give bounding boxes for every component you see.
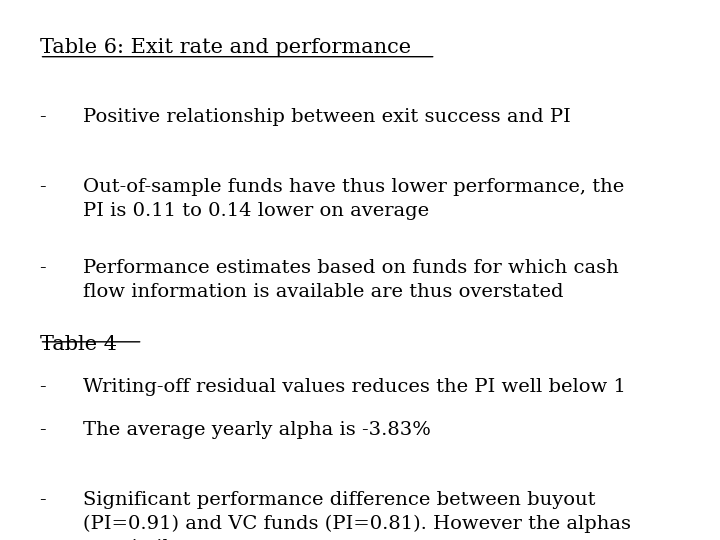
Text: Writing-off residual values reduces the PI well below 1: Writing-off residual values reduces the … bbox=[83, 378, 626, 396]
Text: Table 4: Table 4 bbox=[40, 335, 117, 354]
Text: The average yearly alpha is -3.83%: The average yearly alpha is -3.83% bbox=[83, 421, 431, 439]
Text: -: - bbox=[40, 421, 46, 439]
Text: -: - bbox=[40, 178, 46, 196]
Text: -: - bbox=[40, 491, 46, 509]
Text: Positive relationship between exit success and PI: Positive relationship between exit succe… bbox=[83, 108, 570, 126]
Text: Out-of-sample funds have thus lower performance, the
PI is 0.11 to 0.14 lower on: Out-of-sample funds have thus lower perf… bbox=[83, 178, 624, 220]
Text: Table 6: Exit rate and performance: Table 6: Exit rate and performance bbox=[40, 38, 410, 57]
Text: Performance estimates based on funds for which cash
flow information is availabl: Performance estimates based on funds for… bbox=[83, 259, 618, 301]
Text: -: - bbox=[40, 108, 46, 126]
Text: -: - bbox=[40, 259, 46, 277]
Text: Significant performance difference between buyout
(PI=0.91) and VC funds (PI=0.8: Significant performance difference betwe… bbox=[83, 491, 631, 540]
Text: -: - bbox=[40, 378, 46, 396]
